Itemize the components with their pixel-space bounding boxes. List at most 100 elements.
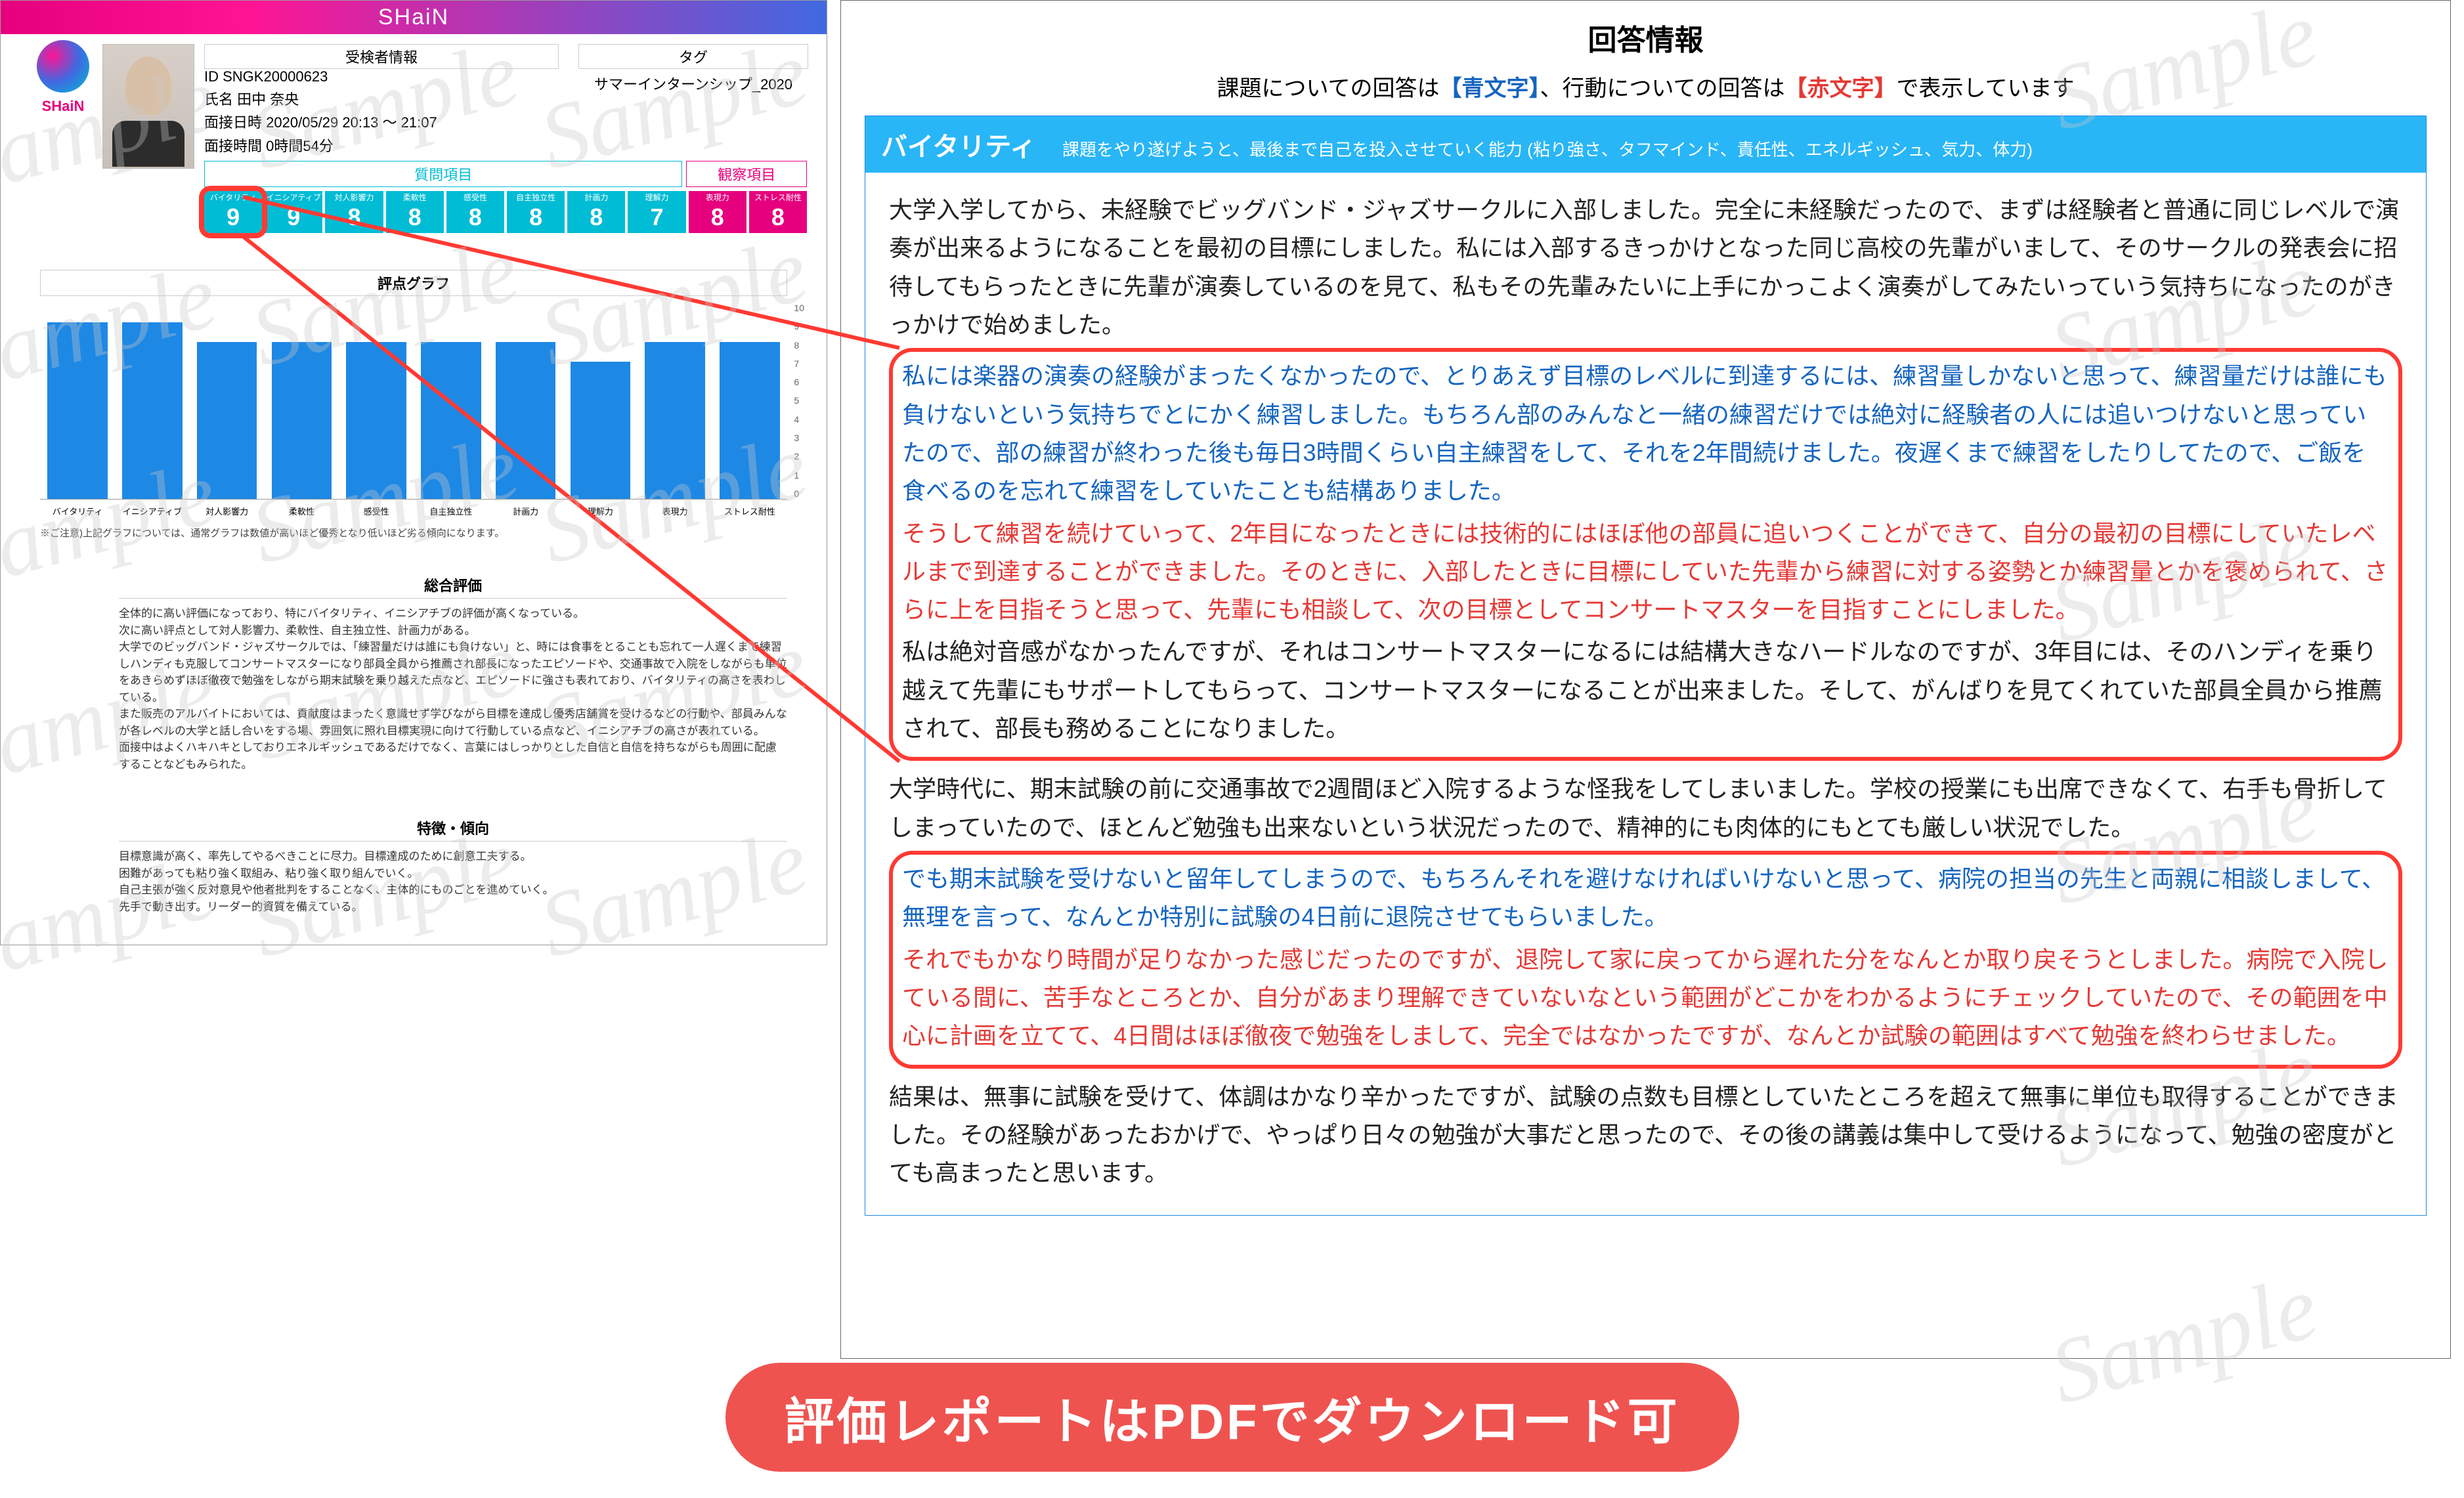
score-label: ストレス耐性 (749, 194, 807, 204)
question-items-label: 質問項目 (204, 161, 682, 187)
chart-bar-7: 理解力 (571, 362, 630, 499)
id-label: ID (204, 68, 219, 85)
legend-red: 【赤文字】 (1784, 76, 1896, 101)
chart-block: 評点グラフ 012345678910 バイタリティイニシアティブ対人影響力柔軟性… (40, 270, 787, 526)
ytick: 5 (794, 395, 804, 406)
chart-bar-label: 柔軟性 (289, 505, 314, 517)
ytick: 1 (794, 470, 804, 481)
ytick: 4 (794, 414, 804, 425)
ytick: 10 (794, 303, 804, 313)
score-label: 計画力 (567, 194, 625, 204)
score-box-3[interactable]: 柔軟性8 (386, 191, 444, 233)
answer-box-head: バイタリティ 課題をやり遂げようと、最後まで自己を投入させていく能力 (粘り強さ… (865, 116, 2426, 173)
chart-bar-9: ストレス耐性 (720, 342, 779, 499)
score-value: 9 (204, 205, 262, 229)
answer-h2-blue: でも期末試験を受けないと留年してしまうので、もちろんそれを避けなければいけないと… (902, 860, 2389, 937)
score-box-0[interactable]: バイタリティ9 (204, 191, 262, 233)
answer-title: 回答情報 (865, 16, 2427, 58)
chart-bar-label: イニシアティブ (123, 505, 182, 517)
answer-p2: 大学時代に、期末試験の前に交通事故で2週間ほど入院するような怪我をしてしまいまし… (889, 770, 2402, 847)
score-box-6[interactable]: 計画力8 (567, 191, 625, 233)
ytick: 2 (794, 451, 804, 461)
pdf-download-pill[interactable]: 評価レポートはPDFでダウンロード可 (725, 1363, 1739, 1472)
chart-bar-label: 表現力 (662, 505, 688, 517)
score-label: バイタリティ (204, 194, 262, 204)
duration-label: 面接時間 (204, 138, 262, 154)
score-value: 8 (689, 205, 746, 229)
score-value: 9 (265, 205, 322, 229)
score-box-4[interactable]: 感受性8 (446, 191, 504, 233)
traits-title: 特徴・傾向 (119, 815, 787, 842)
score-label: 表現力 (689, 194, 746, 204)
candidate-interview-time: 2020/05/29 20:13 ～ 21:07 (266, 114, 437, 131)
answer-body: 大学入学してから、未経験でビッグバンド・ジャズサークルに入部しました。完全に未経… (865, 173, 2426, 1215)
score-box-2[interactable]: 対人影響力8 (325, 191, 383, 233)
ytick: 8 (794, 340, 804, 351)
answer-highlight-2: でも期末試験を受けないと留年してしまうので、もちろんそれを避けなければいけないと… (889, 851, 2402, 1069)
answer-box: バイタリティ 課題をやり遂げようと、最後まで自己を投入させていく能力 (粘り強さ… (865, 116, 2427, 1216)
score-box-1[interactable]: イニシアティブ9 (265, 191, 322, 233)
candidate-id: SNGK20000623 (223, 68, 328, 85)
ytick: 7 (794, 358, 804, 369)
chart-bar-0: バイタリティ (47, 322, 107, 499)
tag-value: サマーインターンシップ_2020 (578, 73, 808, 94)
chart-area: 012345678910 バイタリティイニシアティブ対人影響力柔軟性感受性自主独… (40, 303, 787, 500)
chart-bar-2: 対人影響力 (197, 342, 257, 499)
overall-eval-title: 総合評価 (119, 572, 787, 599)
tag-label: タグ (578, 44, 808, 69)
traits-block: 特徴・傾向 目標意識が高く、率先してやるべきことに尽力。目標達成のために創意工夫… (119, 815, 787, 915)
traits-body: 目標意識が高く、率先してやるべきことに尽力。目標達成のために創意工夫する。 困難… (119, 848, 787, 915)
answer-h1-red: そうして練習を続けていって、2年目になったときには技術的にはほぼ他の部員に追いつ… (902, 515, 2389, 630)
answer-p3: 結果は、無事に試験を受けて、体調はかなり辛かったですが、試験の点数も目標としてい… (889, 1078, 2402, 1193)
chart-title: 評点グラフ (40, 270, 787, 296)
overall-eval-body: 全体的に高い評価になっており、特にバイタリティ、イニシアチブの評価が高くなってい… (119, 605, 787, 773)
chart-bar-label: 自主独立性 (429, 505, 472, 517)
answer-dimension: バイタリティ (881, 125, 1036, 163)
chart-bar-4: 感受性 (346, 342, 406, 499)
chart-bar-6: 計画力 (496, 342, 555, 499)
chart-bar-label: 感受性 (364, 505, 389, 517)
answer-h1-after: 私は絶対音感がなかったんですが、それはコンサートマスターになるには結構大きなハー… (902, 633, 2389, 748)
interview-label: 面接日時 (204, 114, 262, 131)
score-label: 柔軟性 (386, 194, 444, 204)
score-box-8[interactable]: 表現力8 (689, 191, 746, 233)
legend-pre: 課題についての回答は (1217, 76, 1440, 101)
score-value: 8 (446, 205, 504, 229)
chart-y-scale: 012345678910 (794, 303, 804, 499)
score-label: 自主独立性 (507, 194, 565, 204)
chart-bar-label: 対人影響力 (205, 505, 248, 517)
chart-bar-5: 自主独立性 (421, 342, 481, 499)
score-value: 8 (567, 205, 625, 229)
chart-bar-label: バイタリティ (53, 505, 103, 517)
answer-highlight-1: 私には楽器の演奏の経験がまったくなかったので、とりあえず目標のレベルに到達するに… (889, 348, 2402, 761)
logo-icon (37, 40, 89, 93)
score-box-5[interactable]: 自主独立性8 (507, 191, 565, 233)
ytick: 3 (794, 433, 804, 443)
score-label: 感受性 (446, 194, 504, 204)
report-brand-header: SHaiN (1, 1, 827, 34)
chart-note: ※ご注意)上記グラフについては、通常グラフは数値が高いほど優秀となり低いほど劣る… (40, 526, 787, 540)
chart-bar-label: 計画力 (513, 505, 538, 517)
score-value: 7 (628, 205, 685, 229)
observe-items-label: 観察項目 (686, 161, 807, 187)
scores-row: バイタリティ9イニシアティブ9対人影響力8柔軟性8感受性8自主独立性8計画力8理… (204, 191, 807, 233)
answer-h2-red: それでもかなり時間が足りなかった感じだったのですが、退院して家に戻ってから遅れた… (902, 941, 2389, 1056)
tag-block: タグ サマーインターンシップ_2020 (578, 44, 808, 94)
logo-text: SHaiN (27, 98, 99, 115)
legend-mid: 、行動についての回答は (1540, 76, 1785, 101)
score-value: 8 (507, 205, 565, 229)
candidate-duration: 0時間54分 (266, 138, 334, 154)
chart-bar-label: ストレス耐性 (724, 505, 775, 517)
score-value: 8 (325, 205, 383, 229)
answer-panel: 回答情報 課題についての回答は【青文字】、行動についての回答は【赤文字】で表示し… (840, 0, 2451, 1359)
score-label: イニシアティブ (265, 194, 322, 204)
chart-bar-3: 柔軟性 (272, 342, 332, 499)
name-label: 氏名 (204, 91, 233, 108)
score-box-7[interactable]: 理解力7 (628, 191, 685, 233)
answer-h1-blue: 私には楽器の演奏の経験がまったくなかったので、とりあえず目標のレベルに到達するに… (902, 357, 2389, 510)
answer-legend: 課題についての回答は【青文字】、行動についての回答は【赤文字】で表示しています (865, 70, 2427, 102)
score-label: 対人影響力 (325, 194, 383, 204)
score-box-9[interactable]: ストレス耐性8 (749, 191, 807, 233)
candidate-info: ID SNGK20000623 氏名 田中 奈央 面接日時 2020/05/29… (204, 65, 437, 158)
chart-bar-label: 理解力 (588, 505, 613, 517)
